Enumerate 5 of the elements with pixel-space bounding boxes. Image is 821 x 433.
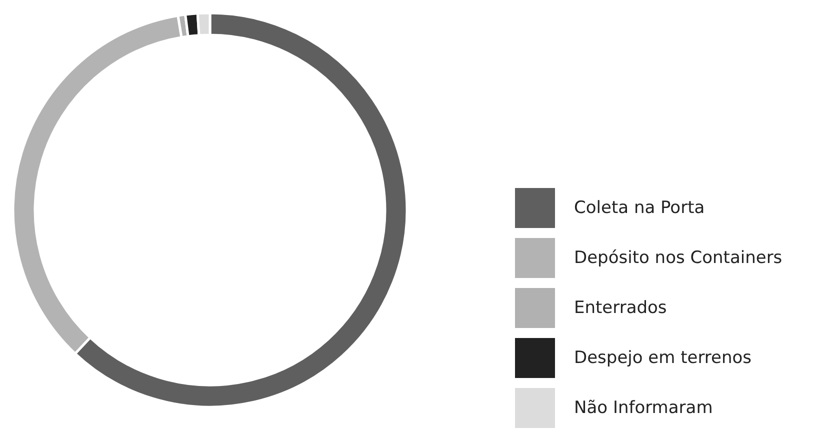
legend-label: Depósito nos Containers [574,248,782,268]
legend-label: Coleta na Porta [574,198,705,218]
legend-label: Despejo em terrenos [574,348,752,368]
legend-label: Enterrados [574,298,667,318]
legend-label: Não Informaram [574,398,713,418]
